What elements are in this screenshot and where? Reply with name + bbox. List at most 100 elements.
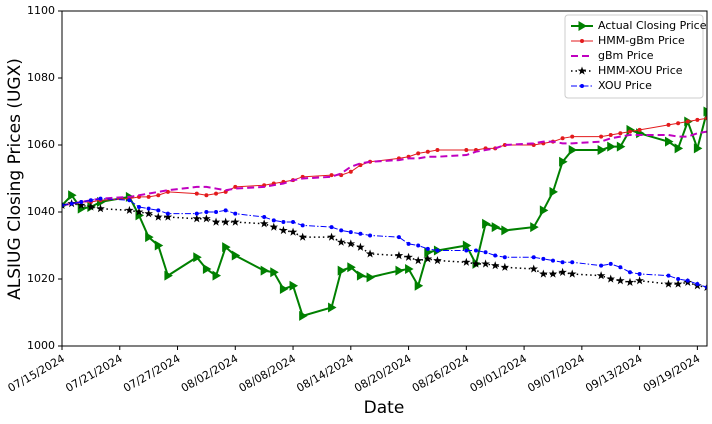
- marker: [153, 212, 163, 221]
- marker: [618, 265, 623, 270]
- marker: [221, 217, 230, 226]
- marker: [76, 200, 86, 209]
- marker: [404, 252, 413, 261]
- y-tick-label: 1040: [27, 205, 55, 218]
- y-tick-label: 1020: [27, 272, 55, 285]
- marker: [635, 276, 644, 285]
- marker: [211, 217, 221, 226]
- marker: [464, 248, 469, 253]
- marker: [597, 145, 607, 156]
- marker: [500, 262, 510, 271]
- marker: [154, 240, 164, 251]
- marker: [673, 279, 683, 288]
- marker: [423, 254, 433, 263]
- marker: [664, 136, 674, 147]
- marker: [618, 131, 623, 136]
- marker: [214, 210, 219, 214]
- marker: [491, 222, 501, 233]
- legend-label: HMM-gBm Price: [598, 34, 685, 47]
- marker: [703, 106, 707, 117]
- marker: [348, 230, 353, 235]
- marker: [695, 117, 700, 122]
- marker: [356, 270, 366, 281]
- marker: [664, 279, 673, 288]
- marker: [596, 271, 606, 280]
- marker: [550, 258, 555, 263]
- marker: [531, 255, 536, 260]
- marker: [202, 263, 212, 274]
- marker: [271, 218, 276, 223]
- marker: [578, 21, 587, 31]
- marker: [502, 255, 507, 260]
- marker: [164, 270, 173, 281]
- marker: [96, 204, 105, 213]
- legend-label: HMM-XOU Price: [598, 64, 683, 77]
- marker: [298, 232, 307, 241]
- marker: [329, 225, 334, 230]
- marker: [627, 270, 632, 275]
- marker: [625, 277, 635, 286]
- marker: [86, 202, 96, 211]
- marker: [570, 260, 575, 265]
- marker: [435, 148, 440, 153]
- marker: [685, 119, 690, 124]
- marker: [676, 121, 681, 126]
- marker: [262, 215, 267, 220]
- marker: [368, 233, 373, 238]
- marker: [134, 207, 144, 216]
- marker: [425, 149, 430, 154]
- marker: [300, 223, 305, 228]
- marker: [88, 198, 93, 203]
- series: [62, 199, 707, 292]
- marker: [580, 39, 584, 43]
- marker: [539, 205, 549, 216]
- marker: [695, 282, 700, 287]
- marker: [281, 220, 286, 225]
- marker: [299, 310, 308, 321]
- marker: [395, 265, 404, 276]
- marker: [194, 191, 199, 196]
- marker: [570, 134, 575, 139]
- y-tick-label: 1080: [27, 71, 55, 84]
- legend: Actual Closing Price HMM-gBm Price gBm Pri…: [564, 14, 707, 99]
- marker: [627, 129, 632, 134]
- marker: [260, 265, 270, 276]
- marker: [356, 242, 365, 251]
- marker: [493, 253, 498, 258]
- marker: [481, 259, 490, 268]
- marker: [577, 66, 587, 75]
- marker: [365, 249, 375, 258]
- legend-box: [564, 14, 704, 99]
- marker: [289, 280, 299, 291]
- marker: [501, 225, 510, 236]
- marker: [608, 132, 613, 137]
- marker: [69, 201, 74, 206]
- marker: [279, 284, 289, 295]
- marker: [165, 211, 170, 216]
- marker: [676, 277, 681, 281]
- marker: [462, 257, 471, 266]
- marker: [156, 193, 161, 198]
- marker: [366, 272, 376, 283]
- marker: [560, 136, 565, 141]
- marker: [127, 198, 132, 203]
- marker: [608, 261, 613, 266]
- marker: [560, 260, 565, 265]
- marker: [559, 156, 568, 167]
- marker: [541, 256, 546, 261]
- marker: [137, 204, 142, 209]
- marker: [223, 208, 228, 213]
- marker: [530, 222, 539, 233]
- marker: [233, 211, 238, 216]
- marker: [607, 141, 616, 152]
- marker: [462, 240, 472, 251]
- marker: [329, 173, 334, 178]
- marker: [616, 141, 626, 152]
- marker: [259, 219, 269, 228]
- marker: [79, 199, 84, 204]
- marker: [568, 145, 578, 156]
- marker: [490, 261, 500, 270]
- marker: [336, 237, 346, 246]
- marker: [98, 196, 103, 201]
- legend-label: gBm Price: [598, 49, 654, 62]
